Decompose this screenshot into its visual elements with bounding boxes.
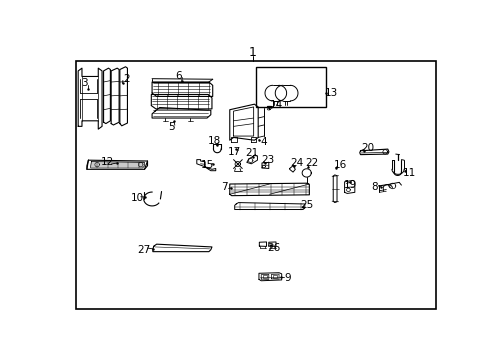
Text: 15: 15	[201, 160, 214, 170]
Text: 22: 22	[305, 158, 318, 168]
Text: 3: 3	[81, 78, 88, 89]
Text: 5: 5	[167, 122, 174, 132]
Text: 18: 18	[207, 136, 221, 146]
Text: 9: 9	[284, 273, 290, 283]
Text: 10: 10	[130, 193, 143, 203]
Text: 25: 25	[300, 199, 313, 210]
Bar	[262, 275, 267, 278]
Text: 24: 24	[290, 158, 303, 168]
Text: 7: 7	[221, 182, 228, 192]
Text: 20: 20	[360, 143, 373, 153]
Text: 11: 11	[402, 168, 416, 177]
Text: 2: 2	[123, 74, 130, 84]
Text: 27: 27	[137, 245, 150, 255]
Bar	[272, 275, 277, 278]
Text: 1: 1	[248, 46, 256, 59]
Bar	[75, 61, 435, 309]
Text: 12: 12	[101, 157, 114, 167]
Text: 4: 4	[260, 138, 266, 148]
Text: 23: 23	[261, 155, 274, 165]
Text: 16: 16	[333, 159, 346, 170]
Text: 6: 6	[175, 71, 182, 81]
Text: 8: 8	[371, 183, 377, 192]
Text: 19: 19	[343, 180, 356, 190]
Text: 14: 14	[269, 100, 283, 110]
Text: 13: 13	[324, 87, 337, 98]
Text: 17: 17	[227, 147, 241, 157]
Text: 21: 21	[244, 148, 258, 158]
Bar	[256, 67, 326, 107]
Text: 26: 26	[267, 243, 280, 253]
